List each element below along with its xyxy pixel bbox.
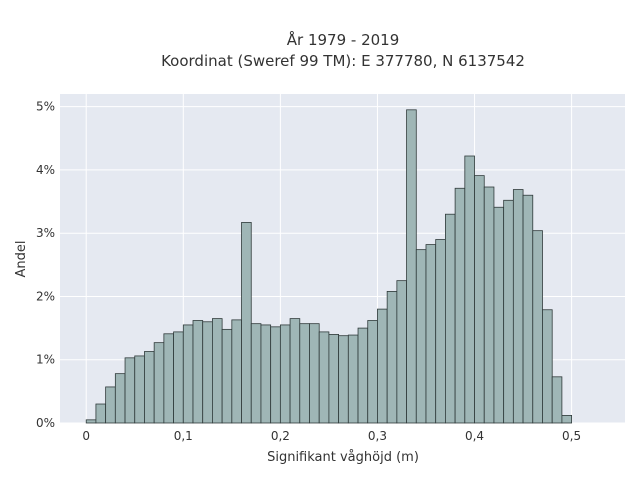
- histogram-bar: [182, 324, 194, 424]
- histogram-bar: [464, 155, 475, 424]
- histogram-bar: [445, 213, 456, 424]
- histogram-bar: [338, 335, 349, 424]
- x-tick-label: 0: [82, 429, 90, 443]
- y-tick-label: 1%: [36, 353, 55, 367]
- histogram-bar: [134, 355, 145, 424]
- x-tick-label: 0,2: [271, 429, 290, 443]
- histogram-bar: [377, 308, 388, 424]
- x-axis-label: Signifikant våghöjd (m): [267, 450, 419, 465]
- histogram-bar: [396, 280, 407, 424]
- histogram-bar: [241, 222, 252, 424]
- y-tick-label: 2%: [36, 289, 55, 303]
- histogram-bar: [221, 328, 233, 424]
- x-tick-label: 0,3: [368, 429, 387, 443]
- histogram-bar: [202, 321, 213, 424]
- histogram-bar: [328, 334, 340, 424]
- histogram-bar: [144, 351, 155, 424]
- histogram-bar: [503, 199, 514, 424]
- x-axis-ticks: 0 0,1 0,2 0,3 0,4 0,5: [82, 429, 581, 443]
- histogram-bar: [105, 386, 116, 424]
- histogram-bar: [309, 323, 320, 424]
- histogram-bar: [357, 327, 369, 424]
- histogram-bar: [425, 244, 437, 424]
- chart-title-line1: År 1979 - 2019: [287, 30, 400, 49]
- histogram-bar: [279, 324, 291, 424]
- histogram-bar: [260, 324, 272, 424]
- y-tick-label: 4%: [36, 163, 55, 177]
- histogram-bar: [163, 333, 174, 424]
- histogram-bar: [95, 403, 107, 424]
- y-axis-ticks: 0% 1% 2% 3% 4% 5%: [36, 100, 55, 430]
- y-tick-label: 0%: [36, 416, 55, 430]
- histogram-bar: [551, 376, 563, 424]
- y-tick-label: 3%: [36, 226, 55, 240]
- histogram-bar: [347, 334, 359, 424]
- histogram-bar: [522, 194, 534, 424]
- histogram-bar: [212, 318, 223, 424]
- histogram-bar: [299, 323, 310, 424]
- histogram-bar: [318, 331, 330, 424]
- histogram-bar: [386, 290, 398, 424]
- histogram-bar: [435, 239, 446, 424]
- histogram-bar: [367, 320, 378, 424]
- histogram-bar: [250, 323, 262, 424]
- bars: [85, 109, 573, 424]
- histogram-bar: [173, 331, 184, 424]
- y-axis-label: Andel: [14, 241, 29, 278]
- histogram-bar: [289, 318, 301, 424]
- histogram-bar: [231, 319, 242, 424]
- histogram-bar: [270, 326, 281, 424]
- histogram-bar: [192, 320, 204, 424]
- histogram-bar: [454, 187, 466, 424]
- x-tick-label: 0,5: [562, 429, 581, 443]
- x-tick-label: 0,1: [174, 429, 193, 443]
- histogram-bar: [85, 419, 97, 424]
- histogram-bar: [542, 309, 553, 424]
- histogram-bar: [512, 189, 524, 424]
- chart-title-line2: Koordinat (Sweref 99 TM): E 377780, N 61…: [161, 52, 525, 70]
- histogram-bar: [124, 357, 136, 424]
- histogram-bar: [415, 249, 427, 424]
- histogram-bar: [406, 109, 417, 424]
- histogram-bar: [493, 206, 505, 424]
- histogram-bar: [483, 186, 495, 424]
- histogram-bar: [561, 415, 573, 424]
- histogram-bar: [153, 342, 165, 424]
- histogram-bar: [532, 230, 543, 424]
- y-tick-label: 5%: [36, 100, 55, 114]
- x-tick-label: 0,4: [465, 429, 484, 443]
- histogram-bar: [474, 175, 485, 424]
- histogram-bar: [114, 373, 126, 424]
